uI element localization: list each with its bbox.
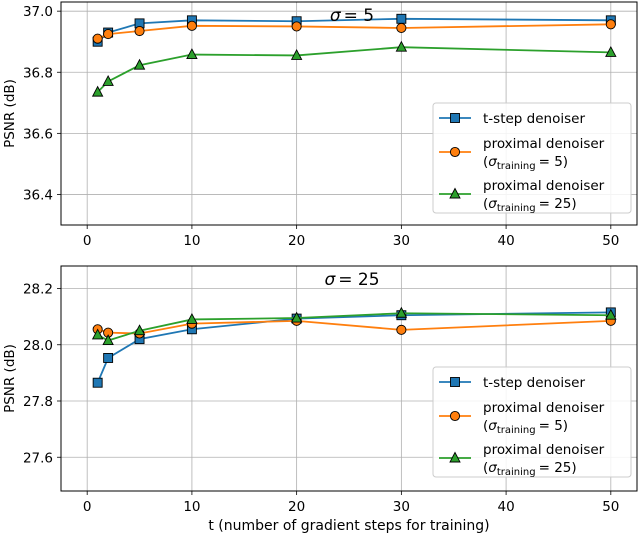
data-point bbox=[395, 40, 408, 52]
y-tick-label: 36.4 bbox=[23, 187, 53, 203]
legend-label-sub: (σtraining = 25) bbox=[483, 196, 577, 214]
x-axis-label: t (number of gradient steps for training… bbox=[208, 518, 489, 534]
y-tick-label: 28.0 bbox=[23, 338, 53, 354]
plot-frame bbox=[60, 265, 638, 492]
legend-marker bbox=[450, 377, 460, 387]
chart-panel-1: 0 10 20 30 40 50 36.4 36.6 36.8 37.0 PSNR (dB) σ = 5… bbox=[2, 1, 638, 249]
data-point bbox=[605, 45, 617, 57]
data-point bbox=[133, 324, 146, 336]
legend-label: proximal denoiser bbox=[483, 136, 605, 152]
data-point bbox=[92, 377, 103, 388]
data-point bbox=[186, 20, 197, 31]
legend-label: t-step denoiser bbox=[483, 111, 585, 127]
series-line-2 bbox=[97, 23, 611, 40]
data-point bbox=[91, 85, 104, 97]
legend-marker bbox=[449, 146, 461, 158]
x-tick-label: 10 bbox=[183, 233, 200, 249]
legend-label: t-step denoiser bbox=[483, 375, 585, 391]
data-point bbox=[102, 334, 114, 345]
chart-title: σ = 5 bbox=[330, 6, 374, 26]
data-point bbox=[186, 48, 198, 59]
data-point bbox=[396, 13, 407, 24]
legend: t-step denoiser proximal denoiser (σtraini… bbox=[432, 366, 632, 478]
data-point bbox=[133, 58, 146, 70]
series-line-3 bbox=[97, 46, 611, 93]
legend-label-sub: (σtraining = 5) bbox=[483, 154, 568, 172]
x-tick-label: 0 bbox=[83, 233, 92, 249]
x-tick-label: 10 bbox=[183, 499, 200, 515]
data-point bbox=[186, 312, 198, 324]
y-tick-label: 36.8 bbox=[23, 65, 53, 81]
y-tick-label: 28.2 bbox=[23, 282, 53, 298]
legend-label: proximal denoiser bbox=[483, 178, 605, 194]
data-point bbox=[396, 22, 407, 34]
x-tick-label: 50 bbox=[602, 233, 619, 249]
data-point bbox=[134, 25, 145, 37]
data-point bbox=[605, 19, 616, 30]
legend-label: proximal denoiser bbox=[483, 400, 605, 416]
x-tick-label: 30 bbox=[393, 499, 410, 515]
data-point bbox=[92, 33, 103, 44]
legend-marker bbox=[450, 113, 460, 123]
plot-frame bbox=[60, 1, 638, 226]
x-tick-label: 20 bbox=[288, 499, 305, 515]
data-point bbox=[290, 48, 303, 60]
legend-box bbox=[432, 366, 632, 478]
data-point bbox=[103, 353, 114, 363]
y-tick-label: 27.6 bbox=[23, 450, 53, 466]
y-tick-label: 27.8 bbox=[23, 394, 53, 410]
legend-label-sub: (σtraining = 25) bbox=[483, 460, 577, 478]
legend-label: proximal denoiser bbox=[483, 442, 605, 458]
y-tick-label: 36.6 bbox=[23, 126, 53, 142]
y-tick-label: 37.0 bbox=[23, 4, 53, 20]
legend-marker bbox=[449, 187, 461, 199]
y-axis-label: PSNR (dB) bbox=[2, 79, 18, 148]
data-point bbox=[102, 74, 114, 86]
data-point bbox=[291, 21, 302, 32]
data-point bbox=[396, 324, 407, 335]
legend: t-step denoiser proximal denoiser (σtraini… bbox=[432, 102, 632, 214]
data-point bbox=[91, 328, 104, 340]
x-tick-label: 40 bbox=[497, 233, 514, 249]
x-tick-label: 20 bbox=[288, 233, 305, 249]
y-axis-label: PSNR (dB) bbox=[2, 344, 18, 413]
data-point bbox=[290, 311, 303, 323]
legend-label-sub: (σtraining = 5) bbox=[483, 418, 568, 436]
data-point bbox=[103, 29, 114, 40]
legend-marker bbox=[449, 410, 461, 422]
legend-marker bbox=[449, 451, 461, 463]
legend-box bbox=[432, 102, 632, 214]
chart-title: σ = 25 bbox=[324, 270, 379, 290]
chart-panel-2: 0 10 20 30 40 50 27.6 27.8 28.0 28.2 PSNR (dB) σ = 2… bbox=[2, 265, 638, 515]
data-point bbox=[395, 306, 408, 318]
x-tick-label: 40 bbox=[497, 499, 514, 515]
data-point bbox=[605, 308, 617, 320]
x-tick-label: 30 bbox=[393, 233, 410, 249]
x-tick-label: 50 bbox=[602, 499, 619, 515]
x-tick-label: 0 bbox=[83, 499, 92, 515]
